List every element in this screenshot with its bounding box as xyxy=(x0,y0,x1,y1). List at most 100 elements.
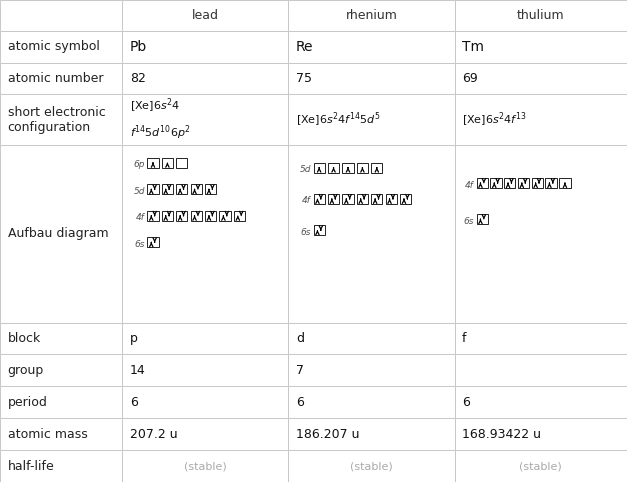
Bar xyxy=(176,211,187,221)
Text: Aufbau diagram: Aufbau diagram xyxy=(8,227,108,240)
Text: Pb: Pb xyxy=(130,40,147,54)
Text: 7: 7 xyxy=(296,364,304,377)
Text: half-life: half-life xyxy=(8,459,55,472)
Text: period: period xyxy=(8,396,48,409)
Text: 6: 6 xyxy=(130,396,138,409)
Bar xyxy=(0,387,122,418)
Bar xyxy=(0,94,122,145)
Bar xyxy=(288,94,455,145)
Bar xyxy=(162,184,173,194)
Text: rhenium: rhenium xyxy=(345,9,398,22)
Bar xyxy=(288,450,455,482)
Text: atomic mass: atomic mass xyxy=(8,428,87,441)
Text: (stable): (stable) xyxy=(350,461,393,471)
Bar xyxy=(314,225,325,235)
Text: (stable): (stable) xyxy=(184,461,227,471)
Bar xyxy=(122,354,288,387)
Bar xyxy=(162,211,173,221)
Text: 186.207 u: 186.207 u xyxy=(296,428,359,441)
Bar xyxy=(477,178,488,188)
Text: atomic symbol: atomic symbol xyxy=(8,40,100,53)
Text: 6s: 6s xyxy=(300,228,311,237)
Bar xyxy=(176,184,187,194)
Text: short electronic
configuration: short electronic configuration xyxy=(8,106,105,134)
Bar xyxy=(455,31,627,63)
Text: lead: lead xyxy=(192,9,219,22)
Bar xyxy=(314,162,325,173)
Bar xyxy=(455,418,627,450)
Text: 4f: 4f xyxy=(465,181,474,189)
Bar xyxy=(122,31,288,63)
Bar xyxy=(371,194,382,204)
Text: [Xe]6$s^2$4$f^{13}$: [Xe]6$s^2$4$f^{13}$ xyxy=(462,110,527,129)
Bar xyxy=(357,194,368,204)
Bar xyxy=(176,158,187,168)
Bar xyxy=(288,387,455,418)
Text: 4f: 4f xyxy=(302,197,311,205)
Bar xyxy=(455,94,627,145)
Text: 6s: 6s xyxy=(463,217,474,226)
Text: [Xe]6$s^2$4$f^{14}$5$d^5$: [Xe]6$s^2$4$f^{14}$5$d^5$ xyxy=(296,110,381,129)
Bar xyxy=(122,145,288,322)
Text: 14: 14 xyxy=(130,364,145,377)
Bar xyxy=(147,211,159,221)
Bar xyxy=(0,450,122,482)
Text: 5d: 5d xyxy=(300,165,311,174)
Text: 6: 6 xyxy=(462,396,470,409)
Bar xyxy=(386,194,397,204)
Bar xyxy=(234,211,245,221)
Text: block: block xyxy=(8,332,41,345)
Bar xyxy=(504,178,515,188)
Bar xyxy=(288,145,455,322)
Bar xyxy=(147,184,159,194)
Bar xyxy=(0,145,122,322)
Bar xyxy=(0,354,122,387)
Text: f: f xyxy=(462,332,466,345)
Bar xyxy=(162,158,173,168)
Bar xyxy=(455,387,627,418)
Text: group: group xyxy=(8,364,44,377)
Bar xyxy=(0,418,122,450)
Text: 168.93422 u: 168.93422 u xyxy=(462,428,541,441)
Bar xyxy=(328,162,339,173)
Bar xyxy=(0,63,122,94)
Bar xyxy=(288,418,455,450)
Bar xyxy=(288,354,455,387)
Bar xyxy=(191,211,202,221)
Bar xyxy=(122,63,288,94)
Bar xyxy=(455,450,627,482)
Text: 69: 69 xyxy=(462,72,478,85)
Bar xyxy=(122,387,288,418)
Bar xyxy=(191,184,202,194)
Bar xyxy=(545,178,557,188)
Bar xyxy=(0,31,122,63)
Bar xyxy=(0,0,122,31)
Bar xyxy=(490,178,502,188)
Text: d: d xyxy=(296,332,304,345)
Text: 6: 6 xyxy=(296,396,304,409)
Text: (stable): (stable) xyxy=(519,461,562,471)
Text: Tm: Tm xyxy=(462,40,484,54)
Bar xyxy=(477,214,488,224)
Bar xyxy=(328,194,339,204)
Text: 6p: 6p xyxy=(134,161,145,169)
Bar xyxy=(122,94,288,145)
Text: Re: Re xyxy=(296,40,314,54)
Bar xyxy=(205,184,216,194)
Bar xyxy=(0,322,122,354)
Bar xyxy=(455,63,627,94)
Bar xyxy=(400,194,411,204)
Bar xyxy=(288,63,455,94)
Text: 5d: 5d xyxy=(134,187,145,196)
Bar xyxy=(342,194,354,204)
Bar xyxy=(122,418,288,450)
Bar xyxy=(455,322,627,354)
Bar xyxy=(288,31,455,63)
Text: atomic number: atomic number xyxy=(8,72,103,85)
Bar xyxy=(342,162,354,173)
Bar xyxy=(314,194,325,204)
Bar xyxy=(357,162,368,173)
Text: 4f: 4f xyxy=(136,214,145,222)
Text: p: p xyxy=(130,332,138,345)
Bar xyxy=(219,211,231,221)
